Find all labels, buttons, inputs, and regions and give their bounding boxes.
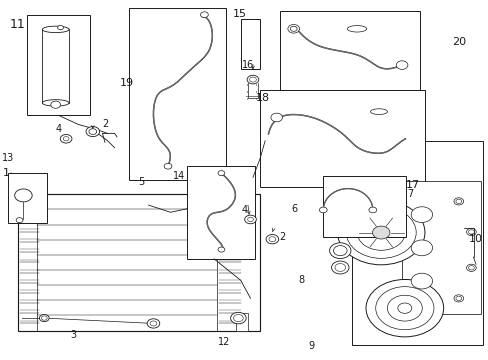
Text: 15: 15 [232,9,246,19]
Text: 12: 12 [217,337,229,347]
Text: 18: 18 [255,93,269,103]
Bar [352,140,483,345]
Text: 3: 3 [70,330,76,340]
Text: 14: 14 [172,171,184,181]
Circle shape [329,243,350,258]
Circle shape [455,199,461,203]
Bar [129,8,226,180]
Circle shape [468,266,473,270]
Text: 4: 4 [56,125,62,134]
Text: 19: 19 [120,78,134,88]
Bar [260,90,425,187]
Circle shape [375,287,433,330]
Circle shape [60,134,72,143]
Text: 1: 1 [3,168,10,178]
Circle shape [319,207,326,213]
Text: 5: 5 [138,177,144,187]
Ellipse shape [370,109,386,114]
Text: 13: 13 [2,153,14,163]
Text: 16: 16 [242,60,254,70]
Circle shape [89,129,97,134]
Bar [18,194,260,330]
Circle shape [331,261,348,274]
Text: 20: 20 [451,37,465,47]
Circle shape [466,228,475,235]
Circle shape [150,321,157,326]
Circle shape [249,77,256,82]
Circle shape [244,215,256,224]
Circle shape [466,264,475,271]
Text: 7: 7 [407,189,413,199]
Circle shape [337,200,424,265]
Circle shape [368,207,376,213]
Bar [42,30,69,103]
Bar [323,176,405,237]
Ellipse shape [42,26,69,33]
Bar [187,166,255,259]
Circle shape [290,26,297,31]
Circle shape [164,163,172,169]
Circle shape [218,171,224,176]
Text: 17: 17 [405,180,419,190]
Ellipse shape [346,26,366,32]
Circle shape [455,296,461,301]
Circle shape [15,189,32,202]
Circle shape [246,75,258,84]
Circle shape [410,207,432,222]
Circle shape [200,12,208,18]
Circle shape [16,218,23,223]
Circle shape [58,26,63,30]
Text: 2: 2 [278,232,285,242]
Bar [236,313,247,330]
Circle shape [397,303,411,313]
Text: 4: 4 [241,206,247,216]
Circle shape [270,113,282,122]
Circle shape [346,207,415,258]
Text: 6: 6 [290,204,297,214]
Circle shape [265,234,278,244]
Circle shape [230,312,245,324]
Ellipse shape [42,100,69,106]
Circle shape [333,246,346,256]
Text: 11: 11 [10,18,25,31]
Circle shape [63,136,69,141]
Bar [8,173,47,223]
Circle shape [51,101,61,108]
Circle shape [365,279,443,337]
Circle shape [395,61,407,69]
Bar [402,181,480,314]
Circle shape [453,198,463,205]
Text: 9: 9 [307,341,314,351]
Circle shape [41,316,47,320]
Circle shape [372,226,389,239]
Text: 8: 8 [298,275,304,285]
Text: 2: 2 [102,120,108,129]
Circle shape [40,315,49,321]
Circle shape [86,127,100,136]
Circle shape [410,273,432,289]
Circle shape [147,319,160,328]
Circle shape [410,240,432,256]
Circle shape [468,230,473,234]
Text: 10: 10 [468,234,482,244]
Circle shape [287,24,299,33]
Circle shape [247,217,253,222]
Bar [240,19,260,69]
Circle shape [218,247,224,252]
Bar [27,15,90,116]
Circle shape [233,315,243,321]
Circle shape [334,264,345,271]
Circle shape [268,237,275,242]
Circle shape [357,215,405,250]
Bar [279,12,420,90]
Circle shape [453,295,463,302]
Circle shape [386,295,422,321]
